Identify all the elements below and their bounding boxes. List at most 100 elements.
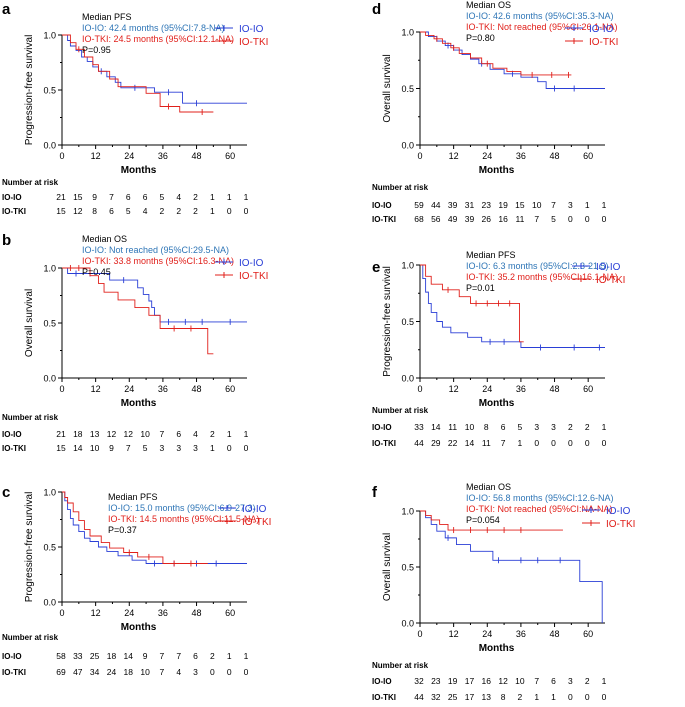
x-tick-label: 60 [583,629,593,639]
risk-count-io-io: 1 [227,192,232,202]
panel-label-d: d [372,1,381,18]
risk-count-io-io: 44 [431,200,441,210]
risk-count-io-io: 15 [73,192,83,202]
y-axis-label: Overall survival [24,289,35,357]
risk-count-io-io: 23 [482,200,492,210]
risk-count-io-io: 4 [176,192,181,202]
risk-count-io-tki: 0 [585,214,590,224]
risk-row-label-io-tki: IO-TKI [372,693,396,702]
panel-label-c: c [2,484,10,501]
risk-count-io-io: 32 [414,676,424,686]
x-tick-label: 24 [482,629,492,639]
risk-count-io-tki: 0 [227,667,232,677]
risk-count-io-io: 21 [56,192,66,202]
risk-count-io-io: 23 [431,676,441,686]
risk-count-io-io: 18 [107,651,117,661]
x-tick-label: 12 [449,151,459,161]
legend-label-io-io: IO-IO [239,258,264,269]
panel-d: d 0.0 0.5 1.0 0 12 24 36 48 60 Months Overall survi… [372,0,618,224]
legend-label-io-tki: IO-TKI [239,271,268,282]
x-tick-label: 60 [225,384,235,394]
y-tick-label: 0.5 [43,86,56,96]
p-value: P=0.95 [82,45,111,55]
x-tick-label: 24 [124,151,134,161]
p-value: P=0.01 [466,283,495,293]
legend-label-io-tki: IO-TKI [242,517,271,528]
y-axis-label: Overall survival [382,533,393,601]
risk-row-label-io-tki: IO-TKI [372,439,396,448]
annotation-io-tki: IO-TKI: Not reached (95%CI:NA-NA) [466,504,613,514]
annotation-io-io: IO-IO: Not reached (95%CI:29.5-NA) [82,245,229,255]
legend-label-io-tki: IO-TKI [606,519,635,530]
y-tick-label: 0.5 [401,317,414,327]
risk-count-io-tki: 10 [140,667,150,677]
risk-count-io-tki: 5 [143,443,148,453]
risk-count-io-io: 6 [501,422,506,432]
risk-count-io-tki: 1 [551,692,556,702]
y-tick-label: 1.0 [43,31,56,41]
risk-count-io-tki: 3 [176,443,181,453]
risk-count-io-tki: 0 [551,438,556,448]
x-tick-label: 24 [124,384,134,394]
risk-count-io-tki: 0 [244,443,249,453]
risk-table-header: Number at risk [2,178,59,187]
risk-count-io-tki: 14 [73,443,83,453]
y-axis-label: Progression-free survival [24,35,35,146]
annotation-title: Median PFS [82,12,132,22]
risk-count-io-tki: 47 [73,667,83,677]
risk-count-io-tki: 0 [602,214,607,224]
risk-count-io-io: 2 [210,429,215,439]
y-tick-label: 0.0 [43,598,56,608]
legend-label-io-io: IO-IO [242,504,267,515]
x-axis-label: Months [479,165,515,176]
risk-count-io-io: 7 [551,200,556,210]
risk-count-io-io: 7 [160,651,165,661]
risk-count-io-io: 2 [585,422,590,432]
risk-count-io-tki: 1 [518,438,523,448]
risk-count-io-tki: 24 [107,667,117,677]
km-curve-io-io [420,31,605,89]
risk-row-label-io-tki: IO-TKI [2,668,26,677]
risk-table-header: Number at risk [372,183,429,192]
risk-count-io-io: 2 [193,192,198,202]
x-tick-label: 60 [583,151,593,161]
risk-count-io-tki: 3 [193,443,198,453]
risk-count-io-tki: 39 [465,214,475,224]
y-axis-label: Progression-free survival [24,492,35,603]
risk-count-io-io: 12 [124,429,134,439]
y-tick-label: 1.0 [43,264,56,274]
risk-count-io-io: 5 [518,422,523,432]
risk-row-label-io-io: IO-IO [372,423,392,432]
legend-label-io-io: IO-IO [596,262,621,273]
risk-row-label-io-tki: IO-TKI [372,215,396,224]
risk-count-io-tki: 3 [193,667,198,677]
x-tick-label: 36 [158,608,168,618]
risk-count-io-tki: 5 [126,206,131,216]
risk-count-io-tki: 17 [465,692,475,702]
risk-count-io-tki: 68 [414,214,424,224]
risk-count-io-io: 1 [244,651,249,661]
risk-count-io-tki: 26 [482,214,492,224]
risk-count-io-tki: 7 [126,443,131,453]
km-curve-io-tki [62,491,208,564]
risk-count-io-io: 3 [568,200,573,210]
risk-count-io-io: 39 [448,200,458,210]
legend-label-io-tki: IO-TKI [239,37,268,48]
risk-count-io-io: 7 [534,676,539,686]
x-tick-label: 36 [158,384,168,394]
risk-count-io-io: 11 [448,422,457,432]
risk-table-header: Number at risk [2,633,59,642]
risk-count-io-tki: 10 [90,443,100,453]
x-tick-label: 48 [192,151,202,161]
risk-count-io-tki: 8 [501,692,506,702]
risk-count-io-tki: 34 [90,667,100,677]
y-tick-label: 1.0 [43,488,56,498]
risk-count-io-io: 10 [515,676,525,686]
y-tick-label: 0.5 [401,84,414,94]
x-tick-label: 48 [192,608,202,618]
km-curve-io-tki [62,267,214,355]
risk-count-io-io: 1 [244,429,249,439]
